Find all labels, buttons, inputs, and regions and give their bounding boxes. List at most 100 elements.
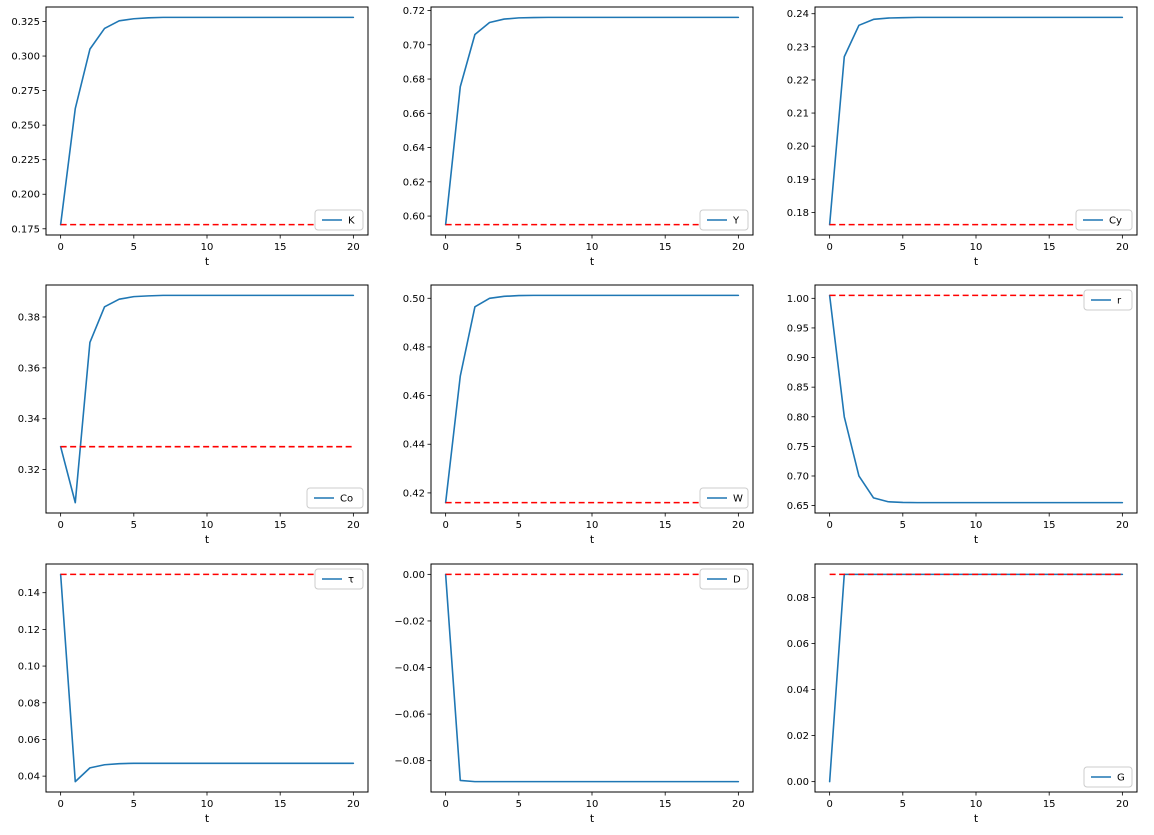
x-tick-label: 15 <box>274 520 287 531</box>
subplot-interest-rate-r: 0 5 10 15 20 0.65 0.70 0.75 0.80 0.85 0.90 0.95 1.00… <box>769 278 1153 556</box>
y-tick-label: 0.80 <box>787 413 809 424</box>
x-tick-label: 15 <box>1043 242 1056 253</box>
y-tick-label: 0.32 <box>18 465 40 476</box>
y-tick-label: 0.19 <box>787 175 809 186</box>
y-tick-label: 0.14 <box>18 588 40 599</box>
x-tick-label: 15 <box>658 799 671 810</box>
x-axis-label: t <box>205 255 210 268</box>
y-tick-label: 0.04 <box>18 771 40 782</box>
y-tick-label: 0.36 <box>18 364 40 375</box>
x-axis-label: t <box>974 533 979 546</box>
x-tick-label: 15 <box>658 520 671 531</box>
y-tick-label: 0.44 <box>402 440 424 451</box>
y-tick-label: 0.02 <box>787 731 809 742</box>
y-tick-label: 0.62 <box>402 177 424 188</box>
x-tick-label: 5 <box>515 242 521 253</box>
series-line <box>829 16 1124 226</box>
y-tick-label: 0.70 <box>402 40 424 51</box>
x-tick-label: 5 <box>131 520 137 531</box>
y-tick-label: 0.10 <box>18 661 40 672</box>
x-tick-label: 10 <box>970 520 983 531</box>
x-tick-label: 0 <box>827 799 833 810</box>
subplot-wage-W: 0 5 10 15 20 0.42 0.44 0.46 0.48 0.50 t W <box>385 278 769 556</box>
legend-label: D <box>733 574 741 585</box>
y-tick-label: 0.20 <box>787 142 809 153</box>
x-tick-label: 10 <box>585 799 598 810</box>
legend-label: K <box>348 216 355 227</box>
x-tick-label: 10 <box>201 520 214 531</box>
subplot-tax-tau: 0 5 10 15 20 0.04 0.06 0.08 0.10 0.12 0.14 t τ <box>0 557 384 835</box>
y-tick-label: 0.00 <box>402 570 424 581</box>
y-tick-label: 0.24 <box>787 9 809 20</box>
axes-frame <box>430 6 754 236</box>
y-tick-label: 0.46 <box>402 391 424 402</box>
x-tick-label: 5 <box>900 242 906 253</box>
x-axis-label: t <box>589 255 594 268</box>
y-tick-label: −0.04 <box>394 663 425 674</box>
axes-frame <box>45 563 369 793</box>
y-tick-label: −0.06 <box>394 709 425 720</box>
x-tick-label: 15 <box>274 799 287 810</box>
x-tick-label: 0 <box>827 242 833 253</box>
subplot-old-consumption-Co: 0 5 10 15 20 0.32 0.34 0.36 0.38 t Co <box>0 278 384 556</box>
x-axis-label: t <box>974 812 979 825</box>
x-tick-label: 5 <box>900 520 906 531</box>
y-tick-label: 0.325 <box>11 17 40 28</box>
y-tick-label: 0.64 <box>402 143 424 154</box>
y-tick-label: 0.12 <box>18 625 40 636</box>
y-tick-label: 0.275 <box>11 86 40 97</box>
subplot-output-Y: 0 5 10 15 20 0.60 0.62 0.64 0.66 0.68 0.70 0.72 t Y <box>385 0 769 278</box>
series-line <box>59 294 355 504</box>
legend-box <box>1075 209 1133 231</box>
x-axis-label: t <box>974 255 979 268</box>
y-tick-label: 0.65 <box>787 501 809 512</box>
y-tick-label: 0.75 <box>787 442 809 453</box>
x-tick-label: 20 <box>732 799 745 810</box>
x-tick-label: 20 <box>347 242 360 253</box>
x-tick-label: 5 <box>900 799 906 810</box>
y-tick-label: 0.06 <box>787 639 809 650</box>
x-tick-label: 0 <box>57 520 63 531</box>
axes-frame <box>430 563 754 793</box>
y-tick-label: 0.22 <box>787 75 809 86</box>
x-axis-label: t <box>205 812 210 825</box>
axes-frame <box>814 563 1138 793</box>
x-tick-label: 20 <box>1116 242 1129 253</box>
y-tick-label: 0.08 <box>18 698 40 709</box>
subplot-svg-r: 0 5 10 15 20 0.65 0.70 0.75 0.80 0.85 0.90 0.95 1.00… <box>787 284 1138 546</box>
axes-background <box>815 285 1138 514</box>
y-tick-label: 0.50 <box>402 294 424 305</box>
x-tick-label: 5 <box>515 799 521 810</box>
y-tick-label: 0.23 <box>787 42 809 53</box>
legend-label: Cy <box>1109 216 1122 227</box>
x-tick-label: 10 <box>585 520 598 531</box>
x-tick-label: 5 <box>131 242 137 253</box>
x-tick-label: 0 <box>57 799 63 810</box>
axes-background <box>430 285 753 514</box>
subplot-svg-W: 0 5 10 15 20 0.42 0.44 0.46 0.48 0.50 t W <box>402 284 754 546</box>
legend-box <box>306 487 364 509</box>
x-axis-label: t <box>205 533 210 546</box>
axes-background <box>46 563 368 792</box>
subplot-svg-D: 0 5 10 15 20 0.00 −0.02 −0.04 −0.06 −0.08 t D <box>394 563 754 825</box>
axes-background <box>815 7 1138 235</box>
x-tick-label: 0 <box>442 520 448 531</box>
x-tick-label: 15 <box>658 242 671 253</box>
x-tick-label: 15 <box>274 242 287 253</box>
x-tick-label: 10 <box>201 242 214 253</box>
series-line <box>444 294 739 504</box>
series-line <box>59 573 355 783</box>
x-tick-label: 20 <box>732 520 745 531</box>
x-tick-label: 20 <box>732 242 745 253</box>
subplot-debt-D: 0 5 10 15 20 0.00 −0.02 −0.04 −0.06 −0.08 t D <box>385 557 769 835</box>
x-tick-label: 15 <box>1043 799 1056 810</box>
x-tick-label: 10 <box>201 799 214 810</box>
y-tick-label: 0.85 <box>787 383 809 394</box>
legend-label: Y <box>732 216 740 227</box>
y-tick-label: 0.18 <box>787 208 809 219</box>
y-tick-label: 0.200 <box>11 190 40 201</box>
subplot-capital-K: 0 5 10 15 20 0.175 0.200 0.225 0.250 0.275 0.300 0.… <box>0 0 384 278</box>
axes-background <box>46 7 368 235</box>
axes-background <box>46 285 368 514</box>
